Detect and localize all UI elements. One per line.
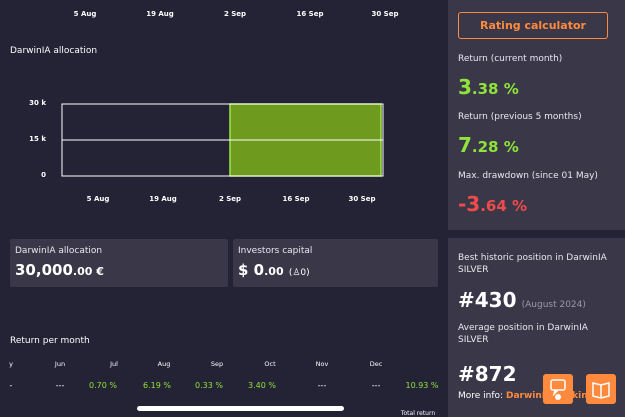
rpm-total-label: Total return	[400, 410, 436, 417]
return-current-value: 3.38 %	[458, 75, 519, 99]
allocation-value-decimals: .00 €	[72, 265, 104, 278]
rpm-cell: 6.19 %	[143, 381, 171, 390]
stats-panel: Rating calculator Return (current month)…	[448, 0, 625, 230]
y-tick-label: 30 k	[29, 99, 46, 107]
drawdown-label: Max. drawdown (since 01 May)	[458, 171, 598, 181]
investors-card-label: Investors capital	[238, 246, 313, 256]
chat-button[interactable]	[543, 374, 573, 404]
x-tick-label: 30 Sep	[348, 195, 376, 203]
rpm-header: Aug	[157, 360, 171, 368]
rating-calculator-button[interactable]: Rating calculator	[458, 12, 608, 39]
investors-card-value: $ 0.00 (♙0)	[238, 261, 310, 279]
top-axis-tick: 2 Sep	[223, 10, 247, 18]
avg-position-value: #872	[458, 362, 517, 386]
drawdown-decimals: .64 %	[480, 197, 528, 215]
best-position-date: (August 2024)	[521, 300, 586, 310]
investors-value-main: $ 0	[238, 261, 265, 279]
more-info: More info: DarwinIA ranking	[458, 391, 594, 401]
rpm-header: Jul	[110, 360, 118, 368]
book-icon	[592, 382, 610, 399]
y-tick-label: 15 k	[29, 135, 46, 143]
rpm-header: y	[9, 360, 13, 368]
rpm-cell: ---	[317, 381, 327, 390]
allocation-chart-title: DarwinIA allocation	[10, 46, 98, 56]
rpm-total-value: 10.93 %	[405, 381, 439, 390]
top-axis-tick: 5 Aug	[73, 10, 97, 18]
x-tick-label: 5 Aug	[86, 195, 110, 203]
return-current-decimals: .38 %	[471, 80, 519, 98]
top-axis-tick: 16 Sep	[296, 10, 324, 18]
return-per-month-title: Return per month	[10, 336, 90, 346]
rpm-cell: -	[9, 381, 13, 390]
drawdown-main: -3	[458, 192, 481, 216]
top-axis-tick: 30 Sep	[371, 10, 399, 18]
rpm-cell: ---	[55, 381, 65, 390]
chat-bubble-icon	[550, 379, 566, 400]
investors-card: Investors capital $ 0.00 (♙0)	[233, 239, 438, 287]
best-position-value: #430 (August 2024)	[458, 288, 586, 312]
docs-button[interactable]	[586, 374, 616, 404]
rpm-header: Oct	[264, 360, 276, 368]
rpm-header: Nov	[315, 360, 329, 368]
x-tick-label: 19 Aug	[149, 195, 177, 203]
investors-value-decimals: .00	[264, 265, 284, 278]
rpm-header: Dec	[369, 360, 383, 368]
best-position-label: Best historic position in DarwinIA SILVE…	[458, 253, 607, 275]
rpm-cell: 0.33 %	[195, 381, 223, 390]
rpm-cell: 3.40 %	[248, 381, 276, 390]
best-position-number: #430	[458, 288, 517, 312]
rpm-cell: ---	[371, 381, 381, 390]
investors-count: (♙0)	[288, 268, 310, 278]
return-current-main: 3	[458, 75, 472, 99]
allocation-value-main: 30,000	[15, 261, 73, 279]
x-tick-label: 16 Sep	[282, 195, 310, 203]
allocation-card: DarwinIA allocation 30,000.00 €	[10, 239, 228, 287]
more-info-label: More info:	[458, 391, 504, 401]
allocation-chart-plot	[61, 103, 384, 177]
return-current-label: Return (current month)	[458, 54, 563, 64]
return-prev-value: 7.28 %	[458, 133, 519, 157]
rpm-cell: 0.70 %	[89, 381, 117, 390]
rpm-header: Sep	[210, 360, 224, 368]
y-tick-label: 0	[41, 171, 46, 179]
allocation-card-value: 30,000.00 €	[15, 261, 104, 279]
top-axis-tick: 19 Aug	[146, 10, 174, 18]
rpm-header: Jun	[54, 360, 66, 368]
drawdown-value: -3.64 %	[458, 192, 527, 216]
return-prev-main: 7	[458, 133, 472, 157]
allocation-card-label: DarwinIA allocation	[15, 246, 103, 256]
return-prev-label: Return (previous 5 months)	[458, 112, 582, 122]
home-indicator	[137, 406, 344, 411]
return-prev-decimals: .28 %	[471, 138, 519, 156]
avg-position-label: Average position in DarwinIA SILVER	[458, 323, 588, 345]
x-tick-label: 2 Sep	[218, 195, 242, 203]
